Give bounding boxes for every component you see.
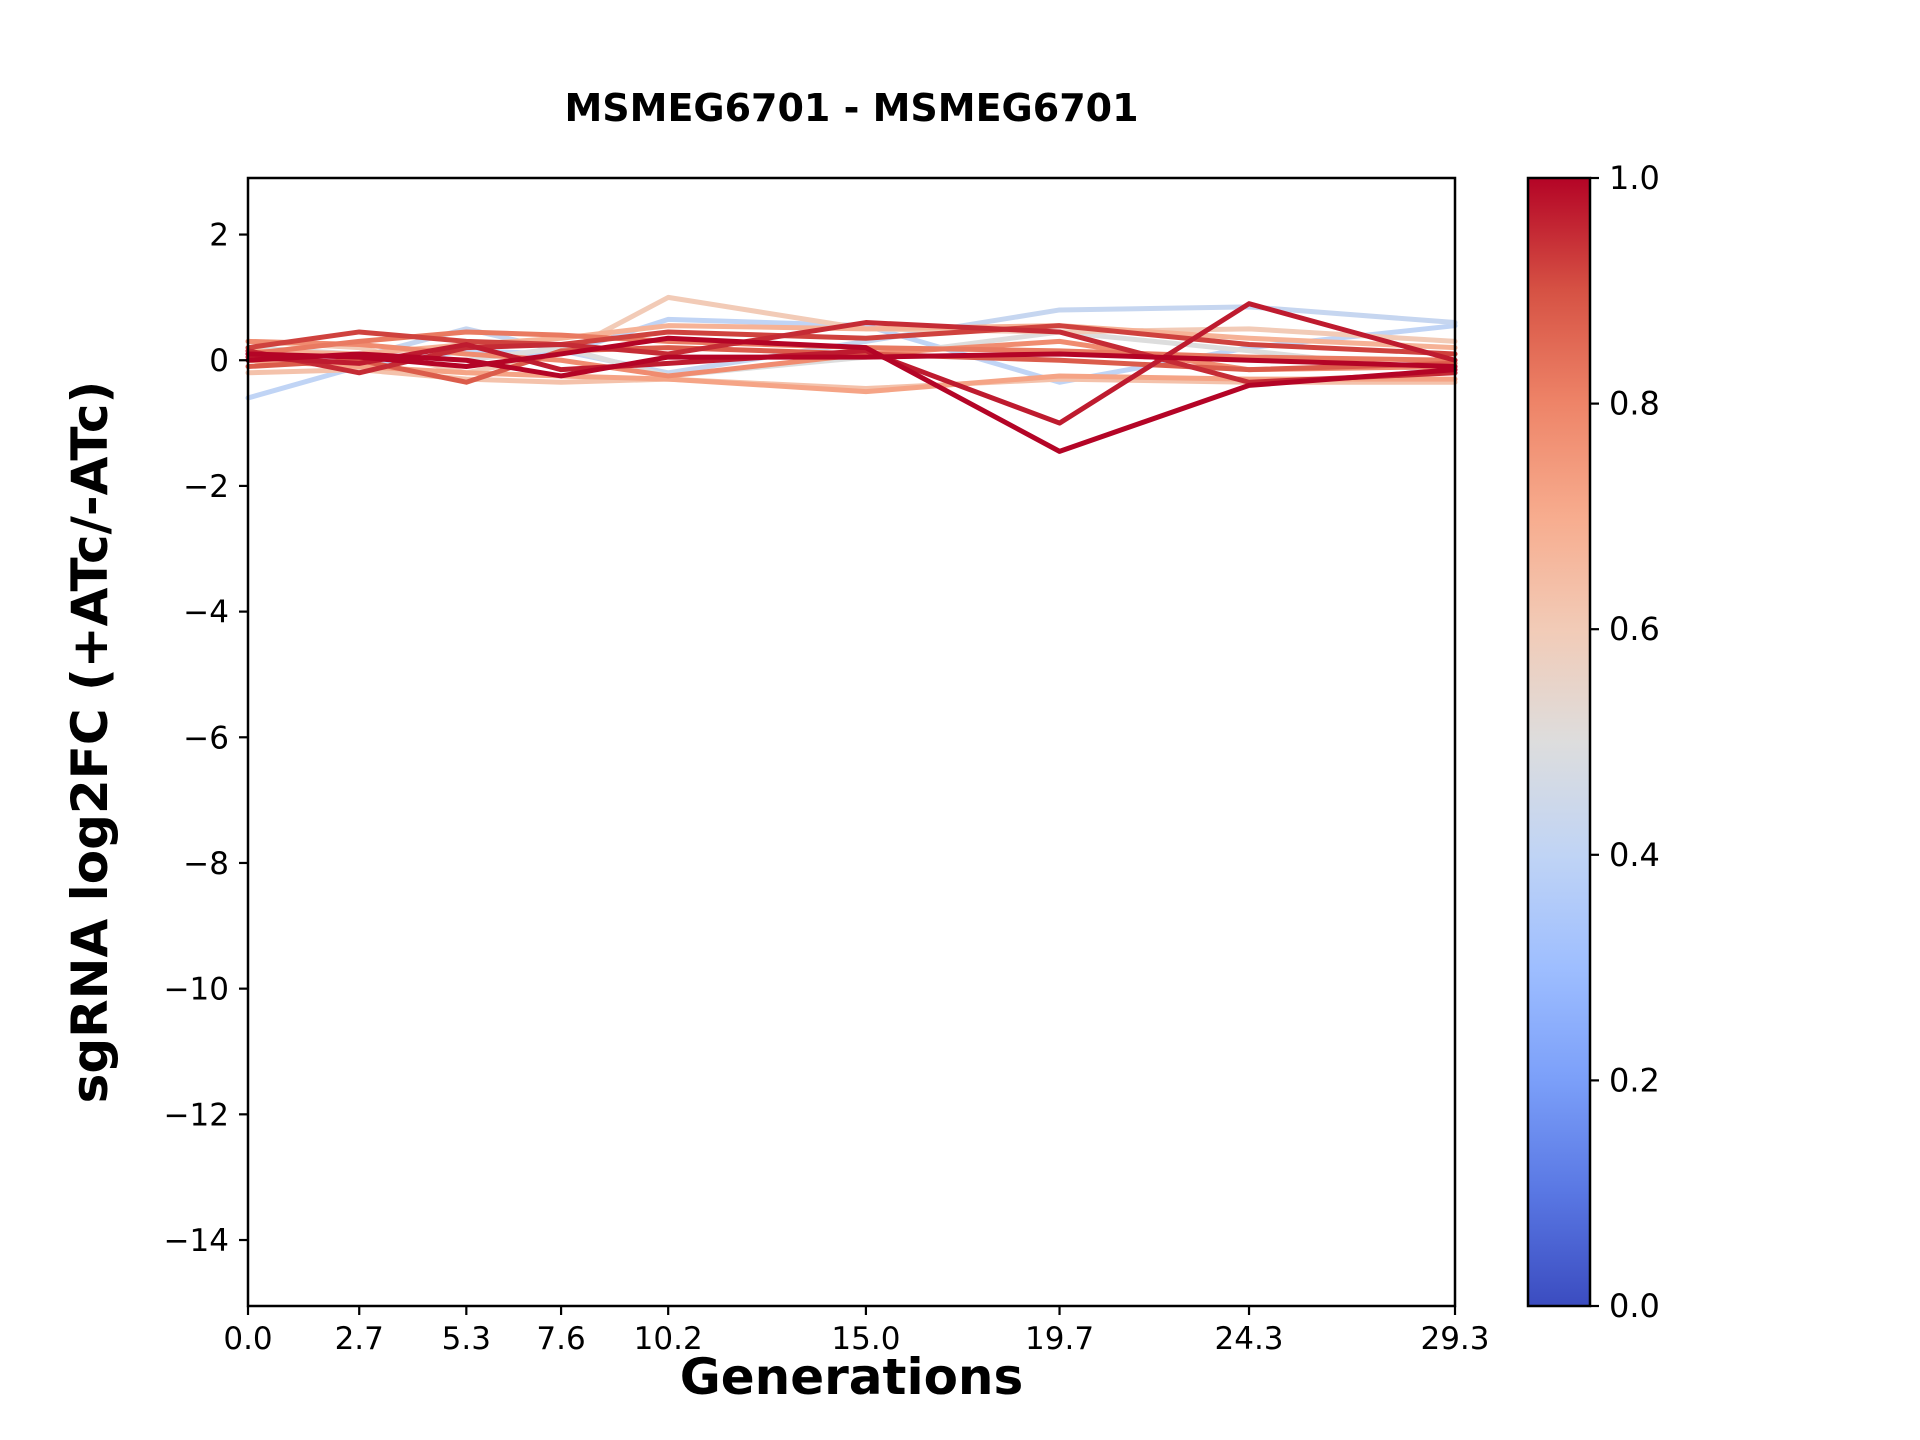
x-tick-label: 7.6 (536, 1321, 585, 1357)
x-tick-label: 24.3 (1215, 1321, 1284, 1357)
colorbar-tick-label: 0.4 (1609, 836, 1660, 874)
series-line (245, 351, 1458, 379)
colorbar-tick-label: 0.0 (1609, 1287, 1660, 1325)
x-axis-label: Generations (679, 1348, 1024, 1406)
x-tick-label: 0.0 (223, 1321, 272, 1357)
y-tick-label: −14 (164, 1223, 229, 1259)
y-axis-label: sgRNA log2FC (+ATc/-ATc) (61, 380, 119, 1104)
colorbar-tick-label: 1.0 (1609, 159, 1660, 197)
series-line (245, 329, 1458, 363)
x-tick-label: 2.7 (335, 1321, 384, 1357)
x-tick-label: 19.7 (1025, 1321, 1094, 1357)
y-tick-label: −2 (183, 469, 229, 505)
y-tick-label: −8 (183, 846, 229, 882)
series-line (245, 323, 1458, 357)
colorbar-tick-label: 0.6 (1609, 610, 1660, 648)
x-tick-label: 15.0 (831, 1321, 900, 1357)
colorbar-tick-label: 0.8 (1609, 385, 1660, 423)
x-tick-label: 5.3 (442, 1321, 491, 1357)
y-tick-label: −6 (183, 720, 229, 756)
series-line (245, 320, 1458, 385)
y-tick-label: −10 (164, 972, 229, 1008)
y-tick-label: −4 (183, 595, 229, 631)
y-tick-label: 2 (209, 218, 229, 254)
y-tick-label: −12 (164, 1097, 229, 1133)
chart-title: MSMEG6701 - MSMEG6701 (564, 86, 1139, 130)
axes-box (246, 176, 1457, 1308)
colorbar (1526, 176, 1592, 1308)
colorbar-tick-label: 0.2 (1609, 1061, 1660, 1099)
x-tick-label: 29.3 (1420, 1321, 1489, 1357)
series-line (245, 335, 1458, 454)
y-tick-label: 0 (209, 343, 229, 379)
series-line (245, 323, 1458, 357)
x-tick-label: 10.2 (634, 1321, 703, 1357)
